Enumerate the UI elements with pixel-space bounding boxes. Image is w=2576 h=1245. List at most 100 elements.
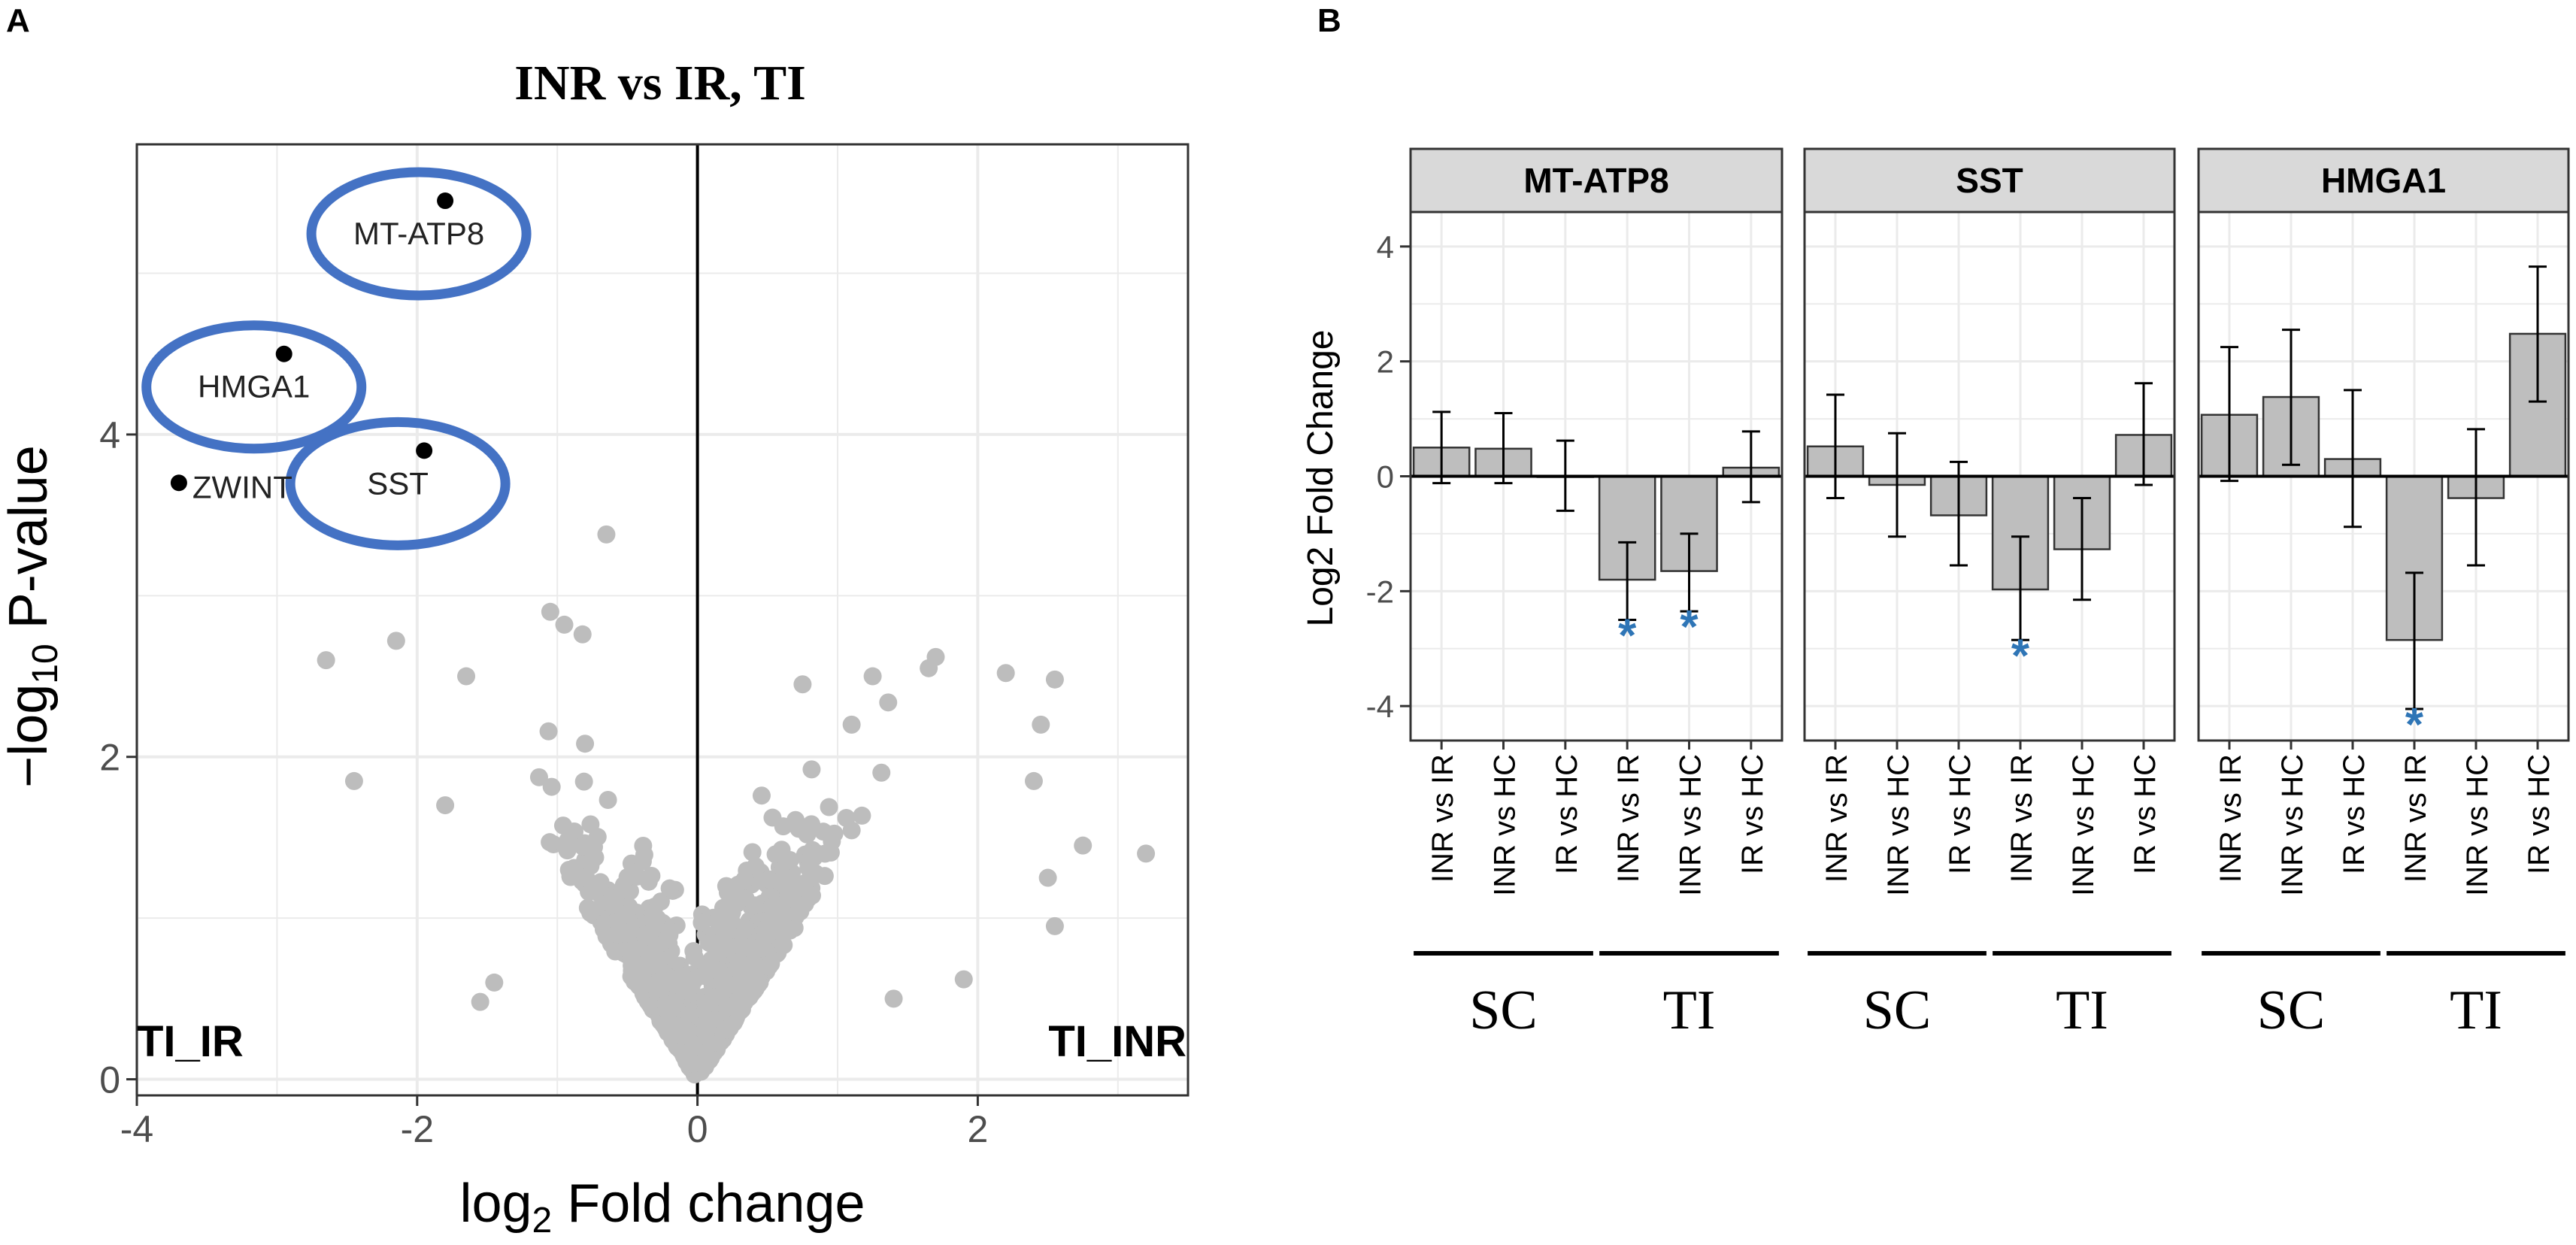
bar-x-tick-label: IR vs HC (1736, 754, 1769, 874)
gene-point (842, 715, 861, 734)
gene-point (596, 913, 614, 932)
x-tick-label: -4 (120, 1108, 153, 1150)
gene-point (436, 796, 455, 815)
group-label-ti-inr: TI_INR (1048, 1017, 1186, 1066)
bar (1598, 475, 1656, 581)
gene-point (758, 926, 777, 945)
highlighted-point-mt-atp8 (437, 192, 454, 210)
gene-point (744, 974, 763, 993)
gene-point (485, 973, 504, 992)
volcano-annotations: MT-ATP8 HMGA1 SST ZWINT (141, 167, 532, 550)
gene-point (573, 625, 592, 644)
gene-point (685, 947, 704, 966)
gene-point (680, 1005, 699, 1024)
facet-strip (2197, 147, 2570, 214)
bar-x-tick-label: INR vs IR (1612, 754, 1645, 883)
gene-point (576, 735, 595, 753)
x-tick-label: 0 (687, 1108, 708, 1150)
x-tick-label: 2 (967, 1108, 988, 1150)
gene-point (635, 925, 654, 944)
gene-point (471, 992, 489, 1011)
gene-point (743, 843, 762, 862)
gene-point (742, 956, 761, 974)
gene-point (780, 920, 799, 939)
gene-point (820, 798, 838, 816)
highlight-circle-hmga1 (141, 320, 367, 454)
bar-y-tick-label: -4 (1366, 689, 1394, 724)
bar-x-tick-label: IR vs HC (2523, 754, 2556, 874)
facet-strip (1803, 147, 2176, 214)
x-tick-label: -2 (401, 1108, 434, 1150)
gene-point (386, 632, 405, 650)
gene-point (660, 879, 679, 898)
facet-panel-border (1409, 211, 1784, 742)
gene-point (692, 1054, 711, 1073)
gene-point (996, 664, 1015, 683)
bar-x-tick-label: INR vs HC (2461, 754, 2494, 896)
significance-star: * (2011, 630, 2030, 682)
gene-point (644, 904, 662, 922)
bar-y-tick-label: 4 (1377, 229, 1394, 265)
bar-facets: MT-ATP8 * * INR vs IR INR vs HC IR vs HC INR v… (1409, 147, 2570, 1041)
facet-hmga1: HMGA1*INR vs IR INR vs HC IR vs HC INR vs I… (2197, 147, 2570, 1041)
gene-point (654, 1016, 673, 1034)
gene-point (780, 851, 799, 870)
volcano-y-axis-label: −log10 P-value (0, 445, 65, 788)
gene-point (539, 722, 558, 741)
gene-point (1045, 670, 1064, 689)
gene-point (692, 913, 711, 932)
bar-x-tick-label: INR vs HC (1882, 754, 1915, 896)
gene-point (735, 871, 754, 889)
gene-point (634, 836, 653, 855)
facet-mt-atp8: MT-ATP8 * * INR vs IR INR vs HC IR vs HC INR v… (1409, 147, 1784, 1041)
gene-point (863, 667, 882, 686)
group-label: SC (1469, 980, 1538, 1041)
gene-point (698, 1010, 717, 1028)
gene-point (639, 872, 658, 891)
gene-point (674, 1022, 693, 1041)
bar-x-tick-label: IR vs HC (1550, 754, 1583, 874)
gene-point (762, 898, 781, 916)
volcano-points (317, 525, 1156, 1084)
highlighted-point-hmga1 (275, 345, 292, 362)
highlight-circle-sst (285, 417, 511, 550)
bar-y-tick-label: -2 (1366, 574, 1394, 609)
highlighted-point-sst (416, 442, 433, 459)
highlight-circle-mt-atp8 (306, 167, 532, 301)
bar-x-tick-label: INR vs IR (2214, 754, 2247, 883)
group-label: SC (2257, 980, 2326, 1041)
gene-point (555, 615, 574, 634)
group-label: TI (2056, 980, 2108, 1041)
label-sst: SST (367, 465, 429, 501)
y-tick-label: 4 (99, 414, 120, 456)
gene-point (628, 963, 647, 982)
label-hmga1: HMGA1 (198, 369, 310, 404)
bar-x-tick-label: INR vs HC (2067, 754, 2100, 896)
gene-point (715, 1020, 734, 1039)
gene-point (457, 667, 476, 686)
group-label-ti-ir: TI_IR (137, 1017, 244, 1066)
gene-point (682, 976, 701, 995)
volcano-plot-border (135, 143, 1190, 1097)
gene-point (660, 922, 679, 941)
gene-point (1074, 836, 1093, 855)
gene-point (710, 961, 729, 980)
volcano-axes: -4 -2 0 2 0 2 4 (99, 414, 988, 1150)
gene-point (853, 806, 871, 825)
gene-point (802, 760, 821, 779)
gene-point (717, 877, 735, 895)
gene-point (622, 947, 641, 966)
gene-point (1024, 771, 1043, 790)
gene-point (717, 915, 736, 934)
gene-point (643, 944, 662, 962)
gene-point (603, 889, 622, 908)
facet-strip (1409, 147, 1784, 214)
bar-x-tick-label: INR vs IR (1426, 754, 1459, 883)
significance-star: * (1618, 610, 1637, 662)
gene-point (879, 693, 898, 712)
gene-point (954, 970, 973, 989)
gene-point (788, 879, 807, 898)
significance-star: * (1680, 601, 1699, 653)
bar-x-tick-label: IR vs HC (2338, 754, 2371, 874)
gene-point (559, 831, 577, 850)
